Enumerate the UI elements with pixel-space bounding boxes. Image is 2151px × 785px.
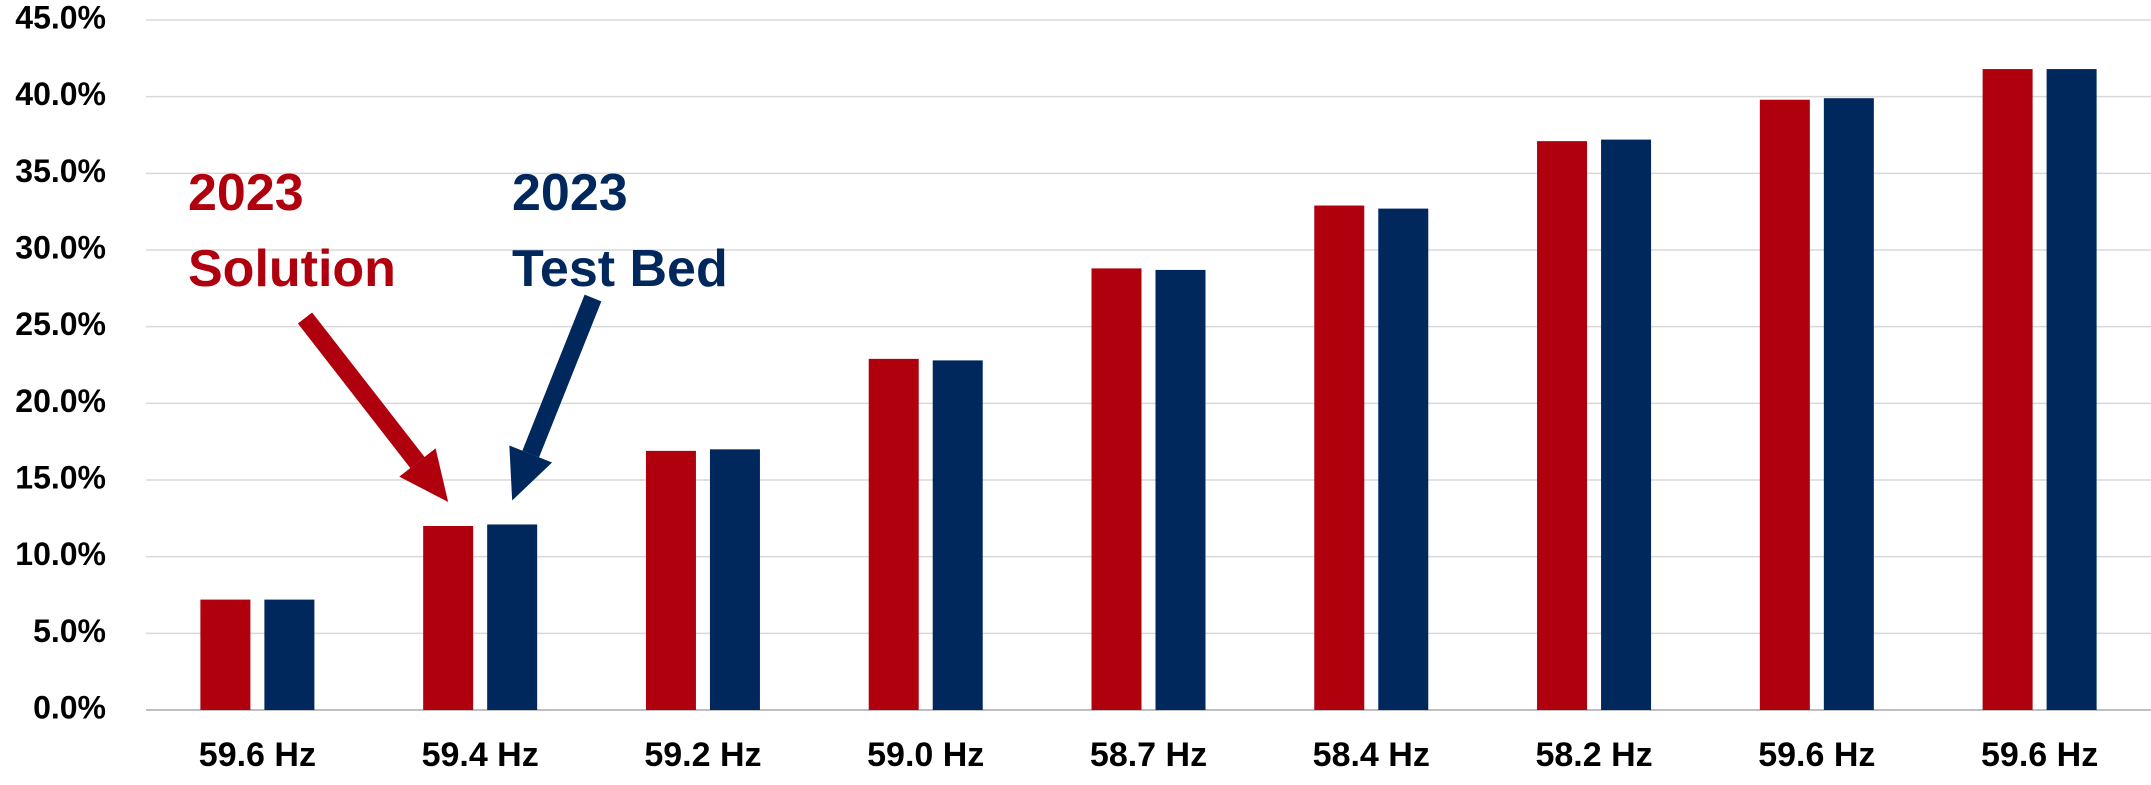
y-tick-label: 35.0% <box>15 153 106 189</box>
bar <box>423 526 474 710</box>
arrow-shaft <box>297 312 425 469</box>
bar <box>868 358 919 710</box>
gridlines <box>146 19 2151 711</box>
annotation-solution-line2: Solution <box>188 240 396 298</box>
bar <box>2046 69 2097 711</box>
x-tick-label: 59.6 Hz <box>1758 736 1875 774</box>
arrow-shaft <box>522 294 602 458</box>
bar <box>932 360 983 710</box>
bar <box>1155 269 1206 710</box>
annotation-test-bed-line1: 2023 <box>512 164 628 222</box>
bar <box>264 599 315 710</box>
bar <box>1314 205 1365 711</box>
bar <box>1378 208 1429 710</box>
bar <box>1601 139 1652 711</box>
y-tick-label: 0.0% <box>33 689 106 725</box>
arrow-head <box>509 445 553 501</box>
y-tick-label: 45.0% <box>15 0 106 35</box>
x-axis-category-labels: 59.6 Hz 59.4 Hz 59.2 Hz 59.0 Hz 58.7 Hz 58.4 … <box>199 736 2098 774</box>
x-tick-label: 59.6 Hz <box>199 736 316 774</box>
bar <box>709 449 760 710</box>
y-axis-tick-labels: 0.0% 5.0% 10.0% 15.0% 20.0% 25.0% 30.0% 35.0% 40… <box>15 0 106 725</box>
arrow-head <box>399 448 449 502</box>
bar <box>1537 141 1588 711</box>
bar <box>200 599 251 710</box>
y-tick-label: 25.0% <box>15 306 106 342</box>
bar <box>1823 98 1874 710</box>
x-tick-label: 59.6 Hz <box>1981 736 2098 774</box>
bars <box>200 69 2097 711</box>
y-tick-label: 15.0% <box>15 459 106 495</box>
x-tick-label: 58.7 Hz <box>1090 736 1207 774</box>
bar <box>1982 69 2033 711</box>
y-tick-label: 20.0% <box>15 383 106 419</box>
x-tick-label: 59.4 Hz <box>422 736 539 774</box>
annotation-solution: 2023 Solution <box>188 155 396 307</box>
y-tick-label: 30.0% <box>15 229 106 265</box>
annotation-arrows <box>297 294 602 502</box>
bar <box>487 524 538 710</box>
bar <box>645 450 696 710</box>
x-tick-label: 59.0 Hz <box>867 736 984 774</box>
x-tick-label: 58.2 Hz <box>1535 736 1652 774</box>
x-tick-label: 59.2 Hz <box>644 736 761 774</box>
y-tick-label: 10.0% <box>15 536 106 572</box>
y-tick-label: 5.0% <box>33 613 106 649</box>
x-tick-label: 58.4 Hz <box>1313 736 1430 774</box>
bar <box>1759 99 1810 710</box>
y-tick-label: 40.0% <box>15 76 106 112</box>
bar <box>1091 268 1142 710</box>
annotation-solution-line1: 2023 <box>188 164 304 222</box>
annotation-test-bed: 2023 Test Bed <box>512 155 728 307</box>
annotation-test-bed-line2: Test Bed <box>512 240 728 298</box>
